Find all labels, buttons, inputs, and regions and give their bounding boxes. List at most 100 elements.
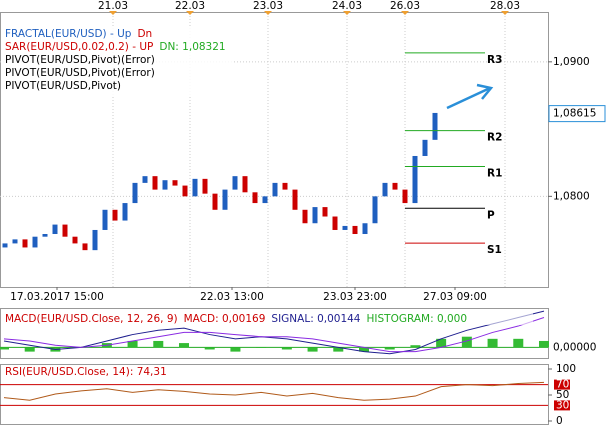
candle	[162, 180, 168, 190]
date-marker	[401, 11, 409, 15]
candle	[62, 224, 68, 237]
candle	[392, 182, 398, 190]
candle	[132, 182, 138, 204]
candle	[42, 234, 48, 237]
candle	[262, 196, 268, 204]
histogram-bar	[230, 347, 241, 352]
pivot-label: R2	[487, 132, 502, 144]
candle	[272, 182, 278, 197]
candle	[372, 196, 378, 224]
date-marker	[264, 11, 272, 15]
candle	[32, 236, 38, 248]
candle	[242, 176, 248, 193]
candle	[152, 176, 158, 190]
candle	[122, 203, 128, 221]
candle	[192, 178, 198, 197]
candle	[222, 189, 228, 210]
candle	[92, 229, 98, 251]
histogram-bar	[461, 336, 472, 348]
legend-text: MACD: 0,00169	[184, 313, 266, 325]
top-date-label: 28.03	[490, 0, 520, 12]
histogram-bar	[487, 338, 498, 348]
legend-entry: FRACTAL(EUR/USD) - Up Dn	[5, 28, 152, 40]
pivot-label: P	[487, 209, 495, 221]
legend-entry: RSI(EUR/USD.Close, 14): 74,31	[5, 366, 167, 378]
legend-text: PIVOT(EUR/USD,Pivot)	[5, 80, 121, 92]
date-marker	[501, 11, 509, 15]
legend-entry: PIVOT(EUR/USD,Pivot)	[5, 80, 121, 92]
date-marker	[343, 11, 351, 15]
top-date-label: 21.03	[98, 0, 128, 12]
histogram-bar	[127, 340, 138, 348]
y-tick-label: 30	[556, 399, 569, 411]
candle	[232, 176, 238, 190]
legend-text: SIGNAL: 0,00144	[271, 313, 360, 325]
legend-text: SAR(EUR/USD,0.02,0.2) - UP	[5, 41, 153, 53]
legend-entry: SAR(EUR/USD,0.02,0.2) - UP DN: 1,08321	[5, 41, 226, 53]
legend-entry: MACD(EUR/USD.Close, 12, 26, 9) MACD: 0,00…	[5, 313, 467, 325]
top-date-label: 23.03	[253, 0, 283, 12]
candle	[12, 239, 18, 244]
legend-text: PIVOT(EUR/USD,Pivot)(Error)	[5, 54, 155, 66]
candle	[72, 236, 78, 244]
legend-text: DN: 1,08321	[159, 41, 225, 53]
y-tick-label: 70	[556, 379, 569, 391]
y-tick-label: 0,00000	[553, 341, 596, 353]
histogram-bar	[539, 340, 549, 348]
candle	[172, 180, 178, 186]
candle	[292, 189, 298, 210]
histogram-bar	[153, 340, 164, 348]
date-marker	[186, 11, 194, 15]
candle	[252, 192, 258, 204]
histogram-bar	[204, 347, 215, 350]
level-box	[554, 400, 570, 411]
pivot-label: R1	[487, 167, 502, 179]
histogram-bar	[410, 345, 421, 348]
candle	[402, 189, 408, 204]
candle	[102, 209, 108, 230]
bottom-date-label: 23.03 23:00	[323, 291, 387, 303]
candle	[322, 207, 328, 217]
candle	[22, 239, 28, 248]
legend-text: MACD(EUR/USD.Close, 12, 26, 9)	[5, 313, 178, 325]
candle	[202, 178, 208, 194]
rsi-line	[3, 381, 545, 401]
bottom-date-label: 27.03 09:00	[423, 291, 487, 303]
candle	[362, 223, 368, 235]
legend-text: Dn	[137, 28, 152, 40]
histogram-bar	[281, 347, 292, 350]
y-tick-label: 0	[556, 415, 563, 427]
bottom-date-label: 17.03.2017 15:00	[10, 291, 104, 303]
histogram-bar	[384, 347, 395, 350]
candle	[52, 224, 58, 235]
histogram-bar	[359, 347, 369, 352]
last-price-box	[548, 105, 606, 123]
top-date-label: 26.03	[390, 0, 420, 12]
candle	[82, 243, 88, 251]
candle	[142, 176, 148, 183]
histogram-bar	[333, 347, 344, 352]
legend-entry: PIVOT(EUR/USD,Pivot)(Error)	[5, 54, 155, 66]
legend-bg	[3, 312, 533, 325]
candle	[342, 225, 348, 230]
y-tick-label: 1,0900	[553, 56, 590, 68]
legend-text: HISTOGRAM: 0,000	[367, 313, 468, 325]
candle	[332, 216, 338, 230]
candle	[422, 139, 428, 156]
candle	[212, 193, 218, 210]
legend-text: PIVOT(EUR/USD,Pivot)(Error)	[5, 67, 155, 79]
candle	[412, 155, 418, 204]
histogram-bar	[179, 343, 189, 348]
histogram-bar	[24, 347, 35, 352]
legend-bg	[3, 27, 233, 97]
histogram-bar	[0, 347, 9, 350]
trend-arrow	[446, 83, 494, 110]
bottom-date-label: 22.03 13:00	[200, 291, 264, 303]
top-date-label: 22.03	[175, 0, 205, 12]
candle	[282, 182, 288, 190]
price-panel	[0, 12, 549, 288]
legend-entry: PIVOT(EUR/USD,Pivot)(Error)	[5, 67, 155, 79]
histogram-bar	[307, 347, 318, 352]
